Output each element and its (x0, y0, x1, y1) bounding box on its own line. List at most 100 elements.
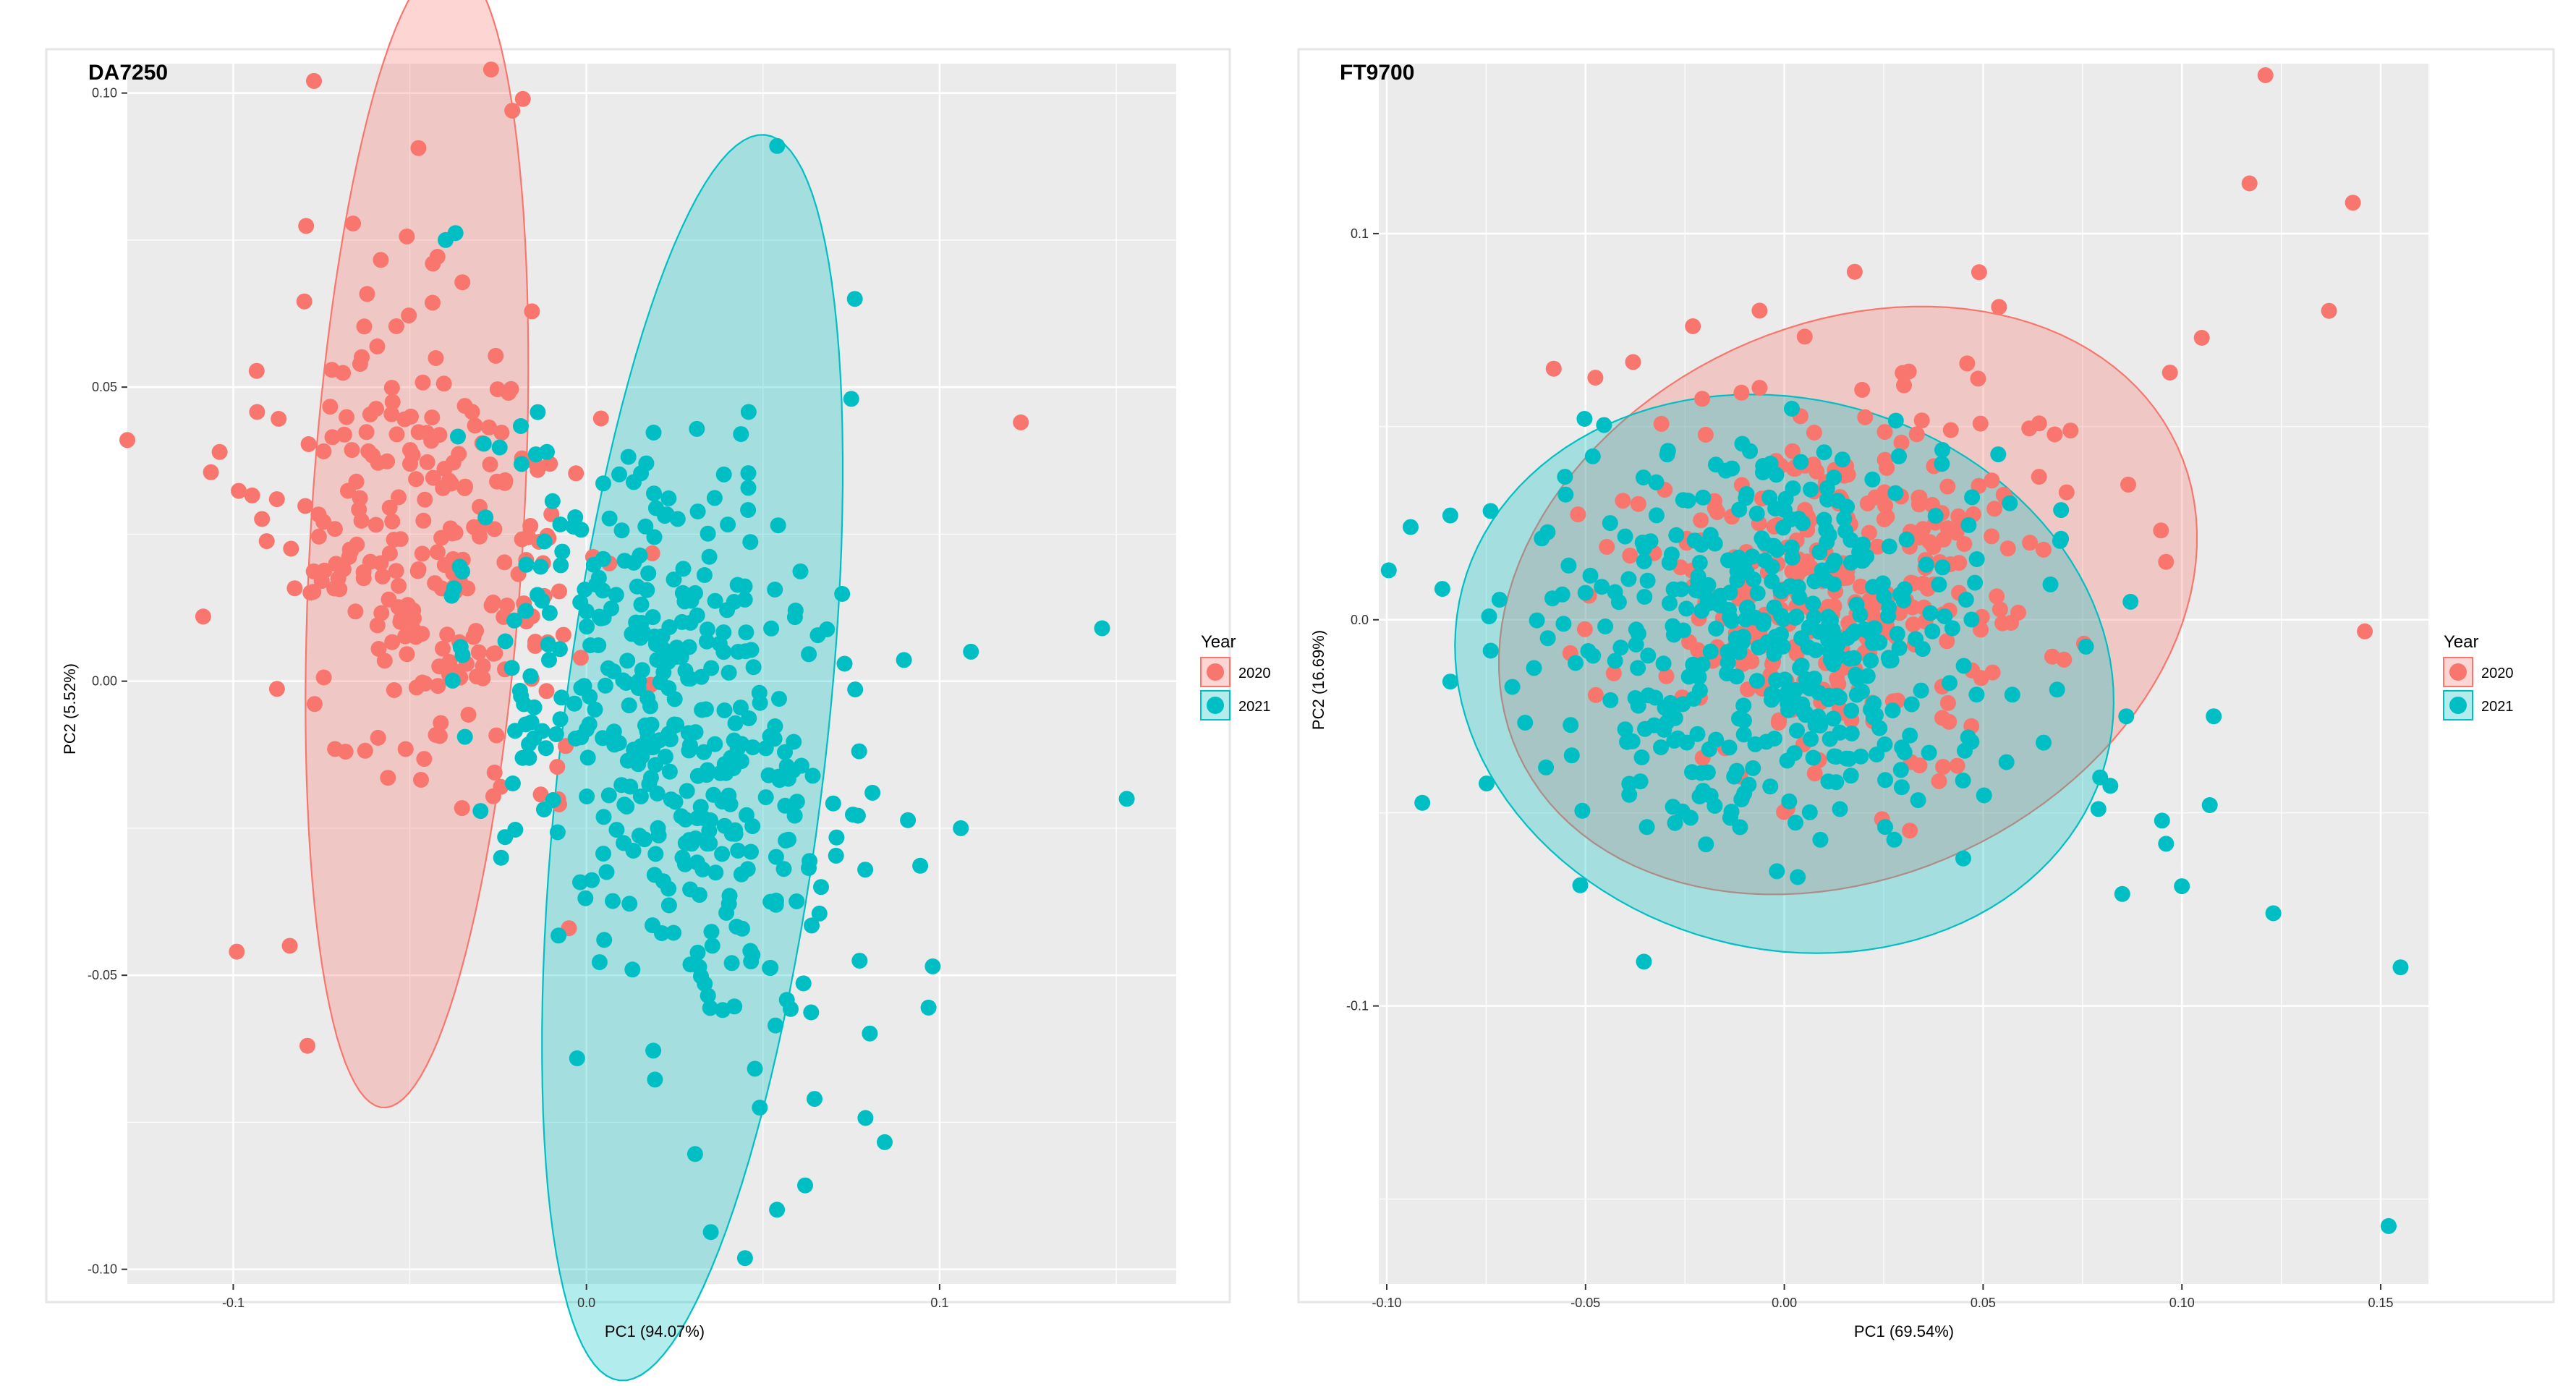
point-2021 (2392, 959, 2409, 976)
point-2021 (1942, 675, 1957, 692)
point-2021 (1963, 734, 1980, 750)
point-2021 (1636, 953, 1652, 970)
point-2021 (689, 420, 705, 437)
point-2021 (752, 694, 768, 711)
point-2021 (1708, 621, 1725, 637)
point-2020 (1685, 318, 1701, 334)
point-2021 (1695, 489, 1712, 506)
point-2020 (1991, 299, 2007, 315)
point-2020 (404, 447, 421, 463)
point-2020 (467, 417, 483, 434)
point-2021 (1891, 448, 1907, 464)
point-2020 (1599, 539, 1615, 555)
point-2021 (1781, 793, 1798, 809)
point-2021 (726, 594, 742, 610)
point-2020 (430, 678, 446, 694)
point-2021 (553, 689, 570, 706)
point-2020 (417, 675, 433, 692)
point-2021 (619, 652, 636, 669)
point-2020 (299, 1037, 315, 1054)
point-2020 (1877, 498, 1894, 514)
point-2020 (427, 575, 443, 592)
point-2021 (1735, 713, 1752, 729)
point-2021 (569, 1050, 585, 1066)
grid-lines (1379, 64, 2428, 1284)
legend-marker-2020 (2449, 663, 2467, 681)
point-2020 (376, 652, 393, 669)
point-2020 (337, 744, 354, 760)
point-2021 (1847, 623, 1863, 639)
point-2020 (1829, 671, 1845, 687)
point-2020 (481, 419, 497, 435)
point-2021 (762, 959, 779, 976)
point-2021 (1731, 644, 1748, 660)
point-2021 (682, 881, 699, 898)
point-2021 (1699, 764, 1716, 781)
point-2020 (383, 406, 400, 422)
point-2020 (1956, 536, 1973, 552)
point-2020 (1857, 409, 1874, 425)
point-2021 (1955, 850, 1971, 867)
point-2021 (1682, 809, 1699, 826)
point-2020 (1999, 540, 2016, 557)
point-2021 (1637, 720, 1653, 737)
scatter-points (1380, 67, 2409, 1234)
point-2020 (336, 426, 352, 443)
point-2021 (1848, 666, 1864, 683)
point-2020 (408, 471, 425, 488)
point-2021 (444, 672, 461, 689)
point-2021 (692, 799, 709, 815)
point-2021 (1539, 524, 1556, 540)
point-2020 (501, 385, 517, 401)
point-2021 (1442, 673, 1458, 690)
point-2021 (600, 660, 616, 676)
point-2021 (700, 525, 716, 542)
point-2021 (1662, 595, 1678, 611)
point-2021 (518, 556, 535, 573)
point-2020 (268, 681, 285, 697)
point-2021 (616, 553, 633, 569)
point-2021 (619, 752, 636, 769)
point-2021 (1803, 481, 1819, 498)
point-2020 (413, 772, 429, 788)
point-2021 (689, 854, 705, 871)
point-2020 (316, 562, 333, 579)
point-2021 (1789, 723, 1805, 739)
point-2021 (660, 880, 677, 897)
point-2021 (639, 731, 656, 747)
point-2021 (727, 825, 744, 842)
point-2020 (401, 307, 417, 324)
point-2020 (399, 646, 415, 663)
point-2021 (637, 717, 653, 734)
point-2021 (730, 842, 747, 859)
point-2021 (681, 742, 697, 759)
point-2021 (706, 490, 723, 506)
point-2021 (613, 522, 630, 539)
point-2020 (1013, 414, 1029, 430)
point-2021 (1751, 639, 1767, 656)
point-2021 (522, 668, 539, 684)
point-2021 (1816, 511, 1832, 528)
point-2021 (1748, 673, 1765, 689)
point-2021 (544, 493, 561, 509)
point-2021 (727, 715, 744, 731)
point-2021 (792, 563, 809, 579)
point-2020 (456, 398, 473, 414)
point-2021 (2114, 885, 2130, 902)
point-2020 (549, 759, 566, 775)
point-2021 (1834, 451, 1850, 468)
point-2021 (1730, 549, 1747, 566)
point-2021 (1785, 685, 1802, 702)
point-2020 (504, 103, 521, 119)
point-2020 (429, 249, 446, 265)
point-2020 (460, 707, 477, 723)
point-2021 (1659, 446, 1675, 463)
point-2020 (2257, 67, 2274, 83)
point-2021 (1927, 508, 1944, 524)
point-2021 (530, 404, 546, 420)
point-2021 (720, 787, 737, 804)
point-2021 (702, 1224, 719, 1241)
point-2020 (381, 591, 397, 608)
point-2021 (1594, 579, 1610, 595)
legend: Year 2020 2021 (2443, 632, 2514, 720)
